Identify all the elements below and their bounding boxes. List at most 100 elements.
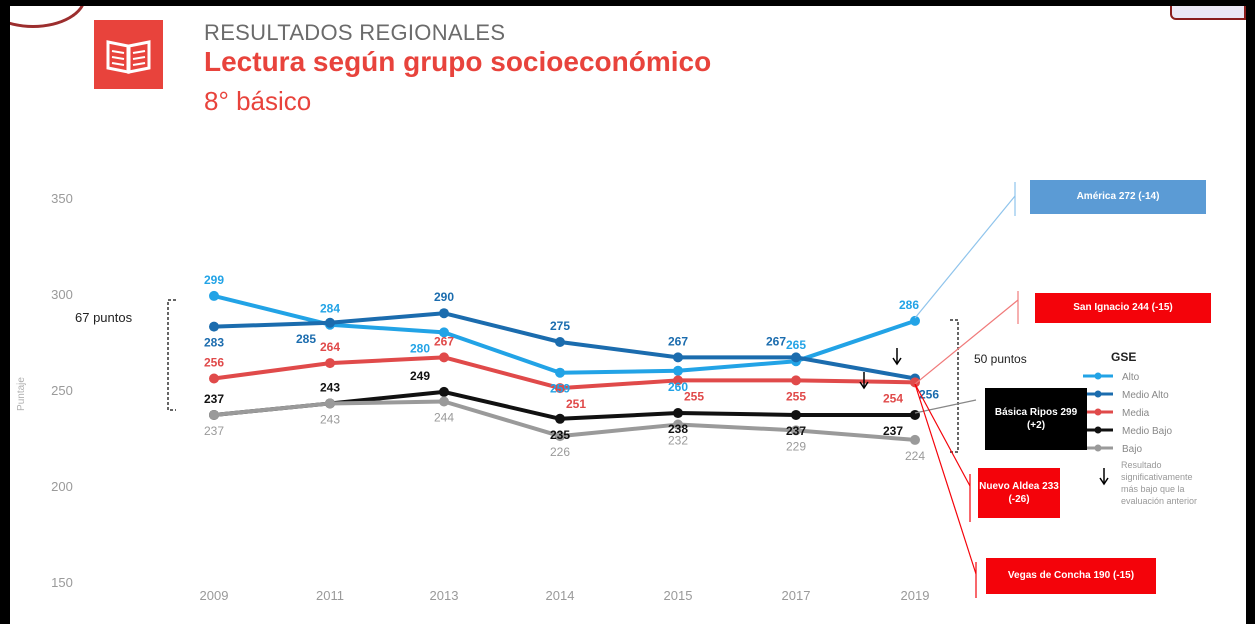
data-label: 244 [434, 411, 454, 425]
gap-annotation-2019: 50 puntos [974, 352, 1027, 366]
data-label: 232 [668, 434, 688, 448]
data-label: 264 [320, 340, 340, 354]
legend-swatch-marker [1094, 390, 1102, 398]
callout-connector [914, 383, 977, 575]
data-point [209, 373, 219, 384]
data-point [673, 365, 683, 376]
y-axis-title: Puntaje [16, 377, 27, 411]
data-label: 237 [204, 392, 224, 406]
data-label: 280 [410, 341, 430, 355]
data-label: 224 [905, 449, 925, 463]
data-label: 229 [786, 439, 806, 453]
data-point [209, 290, 219, 301]
callout-vegas-de-concha: Vegas de Concha 190 (-15) [986, 558, 1156, 594]
data-label: 251 [566, 397, 586, 411]
callout-san-ignacio: San Ignacio 244 (-15) [1035, 293, 1211, 323]
callout-connector [914, 383, 971, 487]
y-tick-label: 200 [51, 479, 73, 494]
line-chart: 150 200 250 300 350 Puntaje 2009 2011 2013 2014 20… [16, 182, 1197, 624]
corner-logo [1170, 6, 1246, 20]
data-point [439, 327, 449, 338]
significance-arrow-head [859, 381, 869, 390]
significance-arrow-head [1099, 477, 1109, 486]
data-label: 255 [684, 389, 704, 403]
x-tick-label: 2015 [664, 588, 693, 603]
data-label: 290 [434, 290, 454, 304]
gap-annotation-2009: 67 puntos [75, 310, 133, 325]
x-tick-label: 2009 [200, 588, 229, 603]
data-point [439, 352, 449, 363]
data-point [791, 425, 801, 436]
x-tick-label: 2019 [901, 588, 930, 603]
legend-label: Bajo [1122, 444, 1142, 455]
data-label: 255 [786, 389, 806, 403]
legend-swatch-marker [1094, 408, 1102, 416]
data-label: 243 [320, 380, 340, 394]
y-tick-label: 150 [51, 575, 73, 590]
legend-title: GSE [1111, 350, 1136, 364]
data-label: 237 [204, 424, 224, 438]
data-point [325, 398, 335, 409]
callout-connector [914, 195, 1016, 319]
legend-label: Media [1122, 408, 1150, 419]
data-point [910, 409, 920, 420]
data-label: 265 [786, 338, 806, 352]
data-label: 260 [668, 380, 688, 394]
grade-subtitle: 8° básico [204, 86, 312, 116]
data-point [555, 383, 565, 394]
data-point [910, 315, 920, 326]
data-label: 238 [668, 422, 688, 436]
legend-swatch-marker [1094, 372, 1102, 380]
data-point [209, 409, 219, 420]
data-point [910, 377, 920, 388]
data-point [673, 375, 683, 386]
data-point [325, 317, 335, 328]
data-label: 283 [204, 336, 224, 350]
legend-label: Alto [1122, 372, 1140, 383]
x-tick-label: 2011 [316, 588, 344, 603]
legend-note: Resultado significativamente más bajo que … [1121, 460, 1197, 506]
data-label: 235 [550, 428, 570, 442]
book-icon [94, 20, 163, 89]
data-label: 259 [550, 382, 570, 396]
significance-arrow-head [892, 357, 902, 366]
data-point [791, 409, 801, 420]
data-label: 226 [550, 445, 570, 459]
data-label: 249 [410, 369, 430, 383]
x-tick-label: 2017 [782, 588, 811, 603]
data-label: 285 [296, 332, 316, 346]
data-label: 275 [550, 319, 570, 333]
callout-nuevo-aldea: Nuevo Aldea 233 (-26) [978, 468, 1060, 518]
page-title: Lectura según grupo socioeconómico [204, 46, 712, 77]
legend-label: Medio Alto [1122, 390, 1169, 401]
data-point [673, 408, 683, 419]
gap-bracket-2009 [167, 299, 176, 411]
data-point [325, 358, 335, 369]
data-label: 256 [919, 387, 939, 401]
callout-connector [914, 299, 1019, 385]
data-label: 267 [668, 334, 688, 348]
data-label: 267 [766, 334, 786, 348]
callout-basica-ripos: Básica Ripos 299 (+2) [985, 388, 1087, 450]
data-point [673, 419, 683, 430]
section-title: RESULTADOS REGIONALES [204, 20, 506, 45]
x-tick-label: 2014 [546, 588, 575, 603]
data-point [555, 337, 565, 347]
data-label: 299 [204, 273, 224, 287]
data-point [439, 308, 449, 319]
data-point [439, 396, 449, 407]
data-point [439, 386, 449, 397]
data-point [555, 431, 565, 442]
data-point [791, 375, 801, 386]
y-tick-label: 350 [51, 191, 73, 206]
legend-label: Medio Bajo [1122, 426, 1172, 437]
callout-connector [914, 399, 977, 414]
legend-swatch-marker [1094, 444, 1102, 452]
data-label: 267 [434, 334, 454, 348]
data-label: 243 [320, 412, 340, 426]
data-label: 286 [899, 298, 919, 312]
gap-bracket-2019 [950, 319, 959, 453]
data-point [791, 352, 801, 363]
data-label: 256 [204, 355, 224, 369]
data-point [555, 413, 565, 424]
